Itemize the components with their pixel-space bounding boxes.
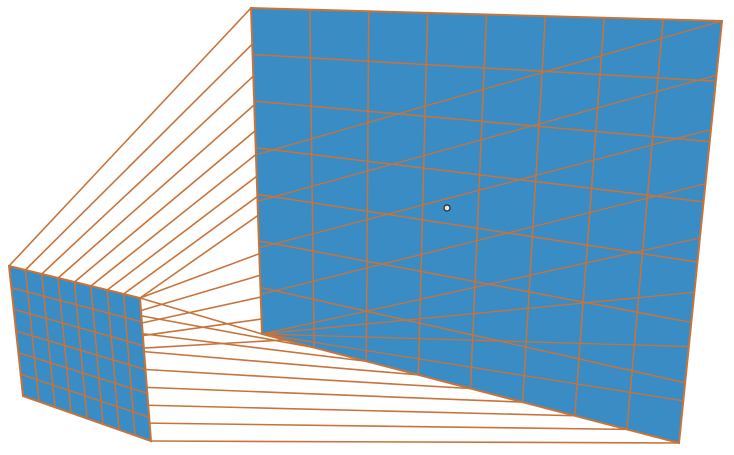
small-grid-row-line: [18, 351, 148, 395]
large-grid-column-line: [626, 19, 664, 430]
large-grid-column-line: [521, 16, 547, 403]
small-grid-row-line: [15, 330, 146, 371]
large-grid-row-line: [254, 100, 710, 143]
projection-line-bottom: [146, 386, 523, 403]
projection-line-bottom: [139, 297, 263, 335]
small-grid-row-line: [11, 286, 143, 323]
large-grid-diagonal: [261, 333, 684, 402]
large-grid-column-line: [417, 12, 429, 375]
projection-line-bottom: [148, 404, 575, 417]
large-grid-diagonal: [257, 74, 717, 202]
large-grid-row-line: [255, 146, 704, 203]
large-grid-diagonal: [255, 20, 723, 156]
large-grid-column-line: [309, 9, 315, 348]
center-dot: [443, 204, 451, 212]
large-grid-diagonal: [261, 333, 689, 348]
large-grid-diagonal: [261, 291, 695, 335]
large-grid-diagonal: [258, 128, 712, 249]
large-grid-row-line: [258, 240, 692, 324]
projection-line-bottom: [144, 350, 419, 376]
large-grid-column-line: [365, 11, 370, 362]
projection-line-top: [8, 7, 252, 267]
large-grid-row-line: [252, 53, 716, 83]
large-projected-grid: [249, 6, 724, 445]
large-grid-diagonal-lines: [255, 20, 723, 402]
large-grid-diagonal: [261, 237, 701, 335]
projection-line-bottom: [150, 440, 680, 444]
large-grid-row-line: [257, 193, 698, 263]
large-grid-column-line: [469, 14, 488, 389]
center-point-marker: [443, 204, 451, 212]
large-grid-column-line: [574, 17, 605, 416]
projection-line-bottom: [149, 422, 627, 431]
large-grid-face: [249, 6, 724, 445]
large-grid-diagonal: [260, 183, 706, 296]
projection-line-top: [24, 8, 289, 271]
projection-line-bottom: [142, 332, 367, 363]
small-grid-row-line: [13, 308, 144, 347]
large-grid-row-line: [260, 286, 686, 384]
small-source-grid: [7, 264, 153, 443]
small-grid-row-line: [20, 373, 150, 418]
projection-line-bottom: [141, 315, 315, 349]
projection-line-bottom: [145, 368, 471, 390]
